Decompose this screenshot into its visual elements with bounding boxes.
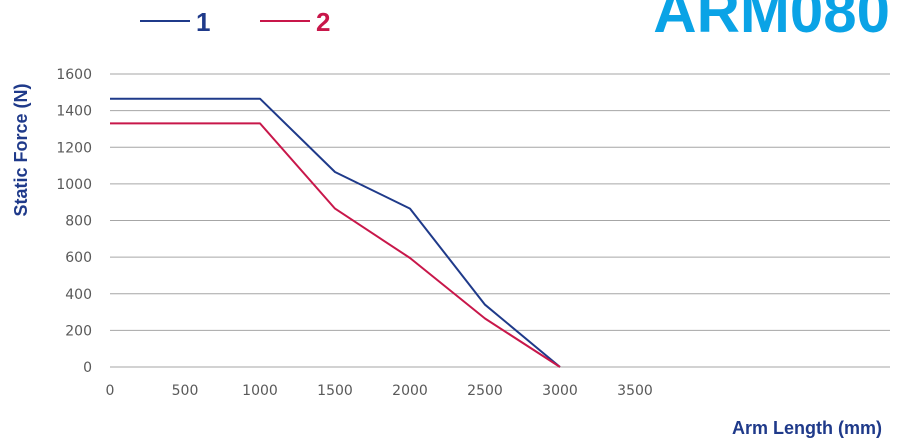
y-tick-label: 400 [65, 287, 92, 303]
y-axis-ticks: 0 200 400 600 800 1000 1200 1400 1600 [56, 67, 92, 376]
y-axis-title: Static Force (N) [11, 83, 31, 216]
x-tick-label: 3500 [617, 383, 653, 399]
series-1-line [110, 97, 561, 368]
x-tick-label: 1000 [242, 383, 278, 399]
x-axis-title: Arm Length (mm) [732, 418, 882, 438]
y-tick-label: 200 [65, 323, 92, 339]
y-tick-label: 800 [65, 214, 92, 230]
y-tick-label: 1000 [56, 177, 92, 193]
y-tick-label: 1400 [56, 104, 92, 120]
legend-label-1: 1 [196, 7, 210, 37]
legend-label-2: 2 [316, 7, 330, 37]
x-tick-label: 500 [172, 383, 199, 399]
series-2-line [110, 122, 561, 368]
x-tick-label: 3000 [542, 383, 578, 399]
x-tick-label: 0 [106, 383, 115, 399]
x-tick-label: 2500 [467, 383, 503, 399]
y-tick-label: 600 [65, 250, 92, 266]
x-tick-label: 2000 [392, 383, 428, 399]
series-lines [110, 97, 561, 368]
gridlines [110, 73, 890, 368]
y-tick-label: 0 [83, 360, 92, 376]
y-tick-label: 1600 [56, 67, 92, 83]
x-tick-label: 1500 [317, 383, 353, 399]
chart-title: ARM080 [653, 0, 890, 45]
x-axis-ticks: 0 500 1000 1500 2000 2500 3000 3500 [106, 383, 653, 399]
y-tick-label: 1200 [56, 140, 92, 156]
